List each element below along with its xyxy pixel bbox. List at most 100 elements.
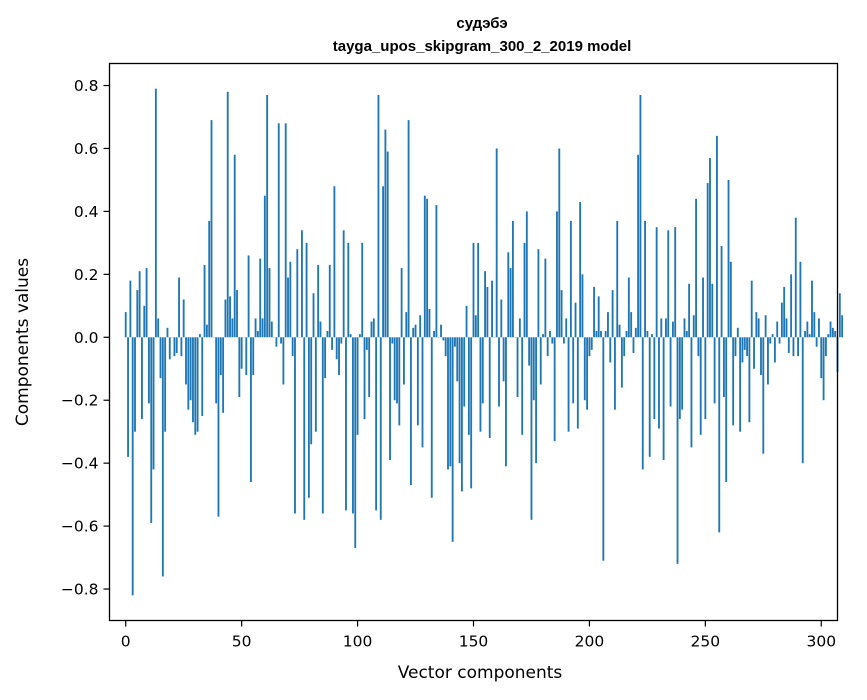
bar <box>435 205 437 337</box>
bar <box>431 337 433 497</box>
bar <box>818 318 820 337</box>
bar <box>779 337 781 343</box>
bar <box>141 337 143 419</box>
bar <box>517 337 519 397</box>
bar <box>125 312 127 337</box>
bar <box>739 337 741 431</box>
bar <box>340 337 342 343</box>
bar <box>456 337 458 381</box>
bar <box>577 337 579 428</box>
bar <box>333 186 335 337</box>
bar <box>600 331 602 337</box>
bar <box>663 337 665 460</box>
bar <box>292 337 294 356</box>
bar <box>496 148 498 337</box>
bar <box>241 337 243 368</box>
bar <box>709 158 711 337</box>
bar <box>707 183 709 337</box>
bar <box>793 337 795 356</box>
bar <box>408 120 410 337</box>
bar <box>148 337 150 403</box>
bar <box>695 199 697 337</box>
y-tick-label: −0.2 <box>61 392 99 410</box>
bar <box>681 337 683 409</box>
bar <box>211 120 213 337</box>
bar <box>554 337 556 441</box>
bar <box>259 259 261 338</box>
bar <box>197 337 199 431</box>
bar <box>616 221 618 337</box>
bar <box>827 334 829 337</box>
bar <box>185 337 187 384</box>
bar <box>473 243 475 337</box>
bar <box>271 322 273 338</box>
bar <box>691 337 693 447</box>
bar <box>533 337 535 400</box>
bar <box>352 337 354 513</box>
bar <box>364 337 366 419</box>
bar <box>512 221 514 337</box>
bar <box>146 268 148 337</box>
bar <box>491 281 493 338</box>
bar <box>623 337 625 356</box>
bar <box>811 281 813 338</box>
bar <box>403 337 405 384</box>
bar <box>429 309 431 337</box>
bar <box>248 255 250 337</box>
bar <box>405 312 407 337</box>
bar <box>640 95 642 337</box>
bar <box>612 290 614 337</box>
bar <box>820 337 822 378</box>
bar <box>477 243 479 337</box>
bar <box>317 265 319 337</box>
bar <box>461 337 463 491</box>
bar <box>287 277 289 337</box>
bar <box>549 331 551 337</box>
bar <box>507 252 509 337</box>
bar <box>257 331 259 337</box>
bar <box>470 337 472 488</box>
bar <box>320 322 322 338</box>
bar <box>832 328 834 337</box>
bar <box>788 337 790 353</box>
bar <box>415 325 417 338</box>
bar <box>150 337 152 523</box>
bar <box>278 123 280 337</box>
bar <box>519 318 521 337</box>
bar <box>605 331 607 337</box>
bar <box>442 337 444 340</box>
y-tick-label: 0.4 <box>74 203 99 221</box>
bar <box>841 315 843 337</box>
bar <box>551 337 553 343</box>
bar <box>760 337 762 375</box>
bar <box>452 337 454 542</box>
bar <box>732 337 734 425</box>
bar <box>187 337 189 409</box>
bar <box>206 325 208 338</box>
bar <box>737 328 739 337</box>
bar <box>702 277 704 337</box>
bar <box>401 268 403 337</box>
bar <box>234 155 236 338</box>
bar <box>658 337 660 428</box>
bar <box>728 180 730 337</box>
bar <box>343 230 345 337</box>
bar <box>575 303 577 338</box>
bar <box>227 92 229 337</box>
bar <box>806 322 808 338</box>
bar <box>301 230 303 337</box>
bar <box>359 334 361 337</box>
bar <box>644 221 646 337</box>
bar <box>693 315 695 337</box>
bar <box>730 262 732 338</box>
bar <box>426 199 428 337</box>
bar <box>262 318 264 337</box>
bar <box>524 243 526 337</box>
bar <box>482 337 484 403</box>
bar <box>178 277 180 337</box>
bar <box>422 337 424 447</box>
bar <box>280 337 282 343</box>
bar <box>238 337 240 397</box>
bar <box>345 337 347 510</box>
